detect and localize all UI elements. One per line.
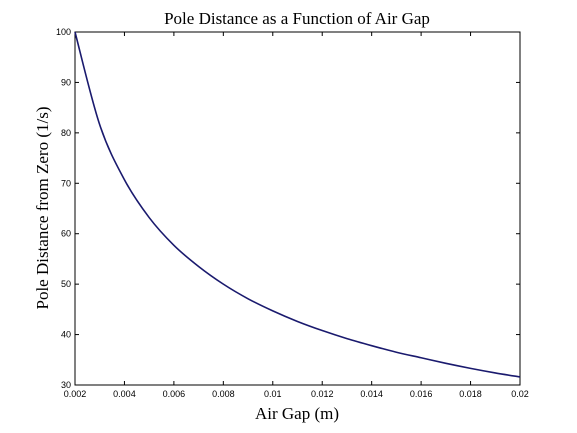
y-axis-ticks: 30 40 50 60 70 80 90 100 xyxy=(56,27,520,390)
y-tick-label: 40 xyxy=(61,330,71,340)
axes xyxy=(74,31,521,386)
x-tick-label: 0.012 xyxy=(311,389,334,399)
y-tick-label: 70 xyxy=(61,178,71,188)
x-tick-label: 0.006 xyxy=(163,389,186,399)
y-tick-label: 100 xyxy=(56,27,71,37)
x-axis-ticks: 0.002 0.004 0.006 0.008 0.01 0.012 0.014 0.016 0… xyxy=(64,32,529,399)
x-tick-label: 0.02 xyxy=(511,389,529,399)
y-tick-label: 80 xyxy=(61,128,71,138)
y-tick-label: 90 xyxy=(61,77,71,87)
series-line xyxy=(74,31,521,378)
y-tick-label: 30 xyxy=(61,380,71,390)
x-tick-label: 0.016 xyxy=(410,389,433,399)
chart-title: Pole Distance as a Function of Air Gap xyxy=(164,9,430,28)
plot-area-frame xyxy=(74,31,521,386)
y-tick-label: 50 xyxy=(61,279,71,289)
x-tick-label: 0.008 xyxy=(212,389,235,399)
x-tick-label: 0.018 xyxy=(459,389,482,399)
x-tick-label: 0.004 xyxy=(113,389,136,399)
x-tick-label: 0.01 xyxy=(264,389,282,399)
y-axis-label: Pole Distance from Zero (1/s) xyxy=(33,107,52,310)
x-tick-label: 0.014 xyxy=(360,389,383,399)
x-tick-label: 0.002 xyxy=(64,389,87,399)
x-axis-label: Air Gap (m) xyxy=(255,404,339,423)
y-tick-label: 60 xyxy=(61,229,71,239)
